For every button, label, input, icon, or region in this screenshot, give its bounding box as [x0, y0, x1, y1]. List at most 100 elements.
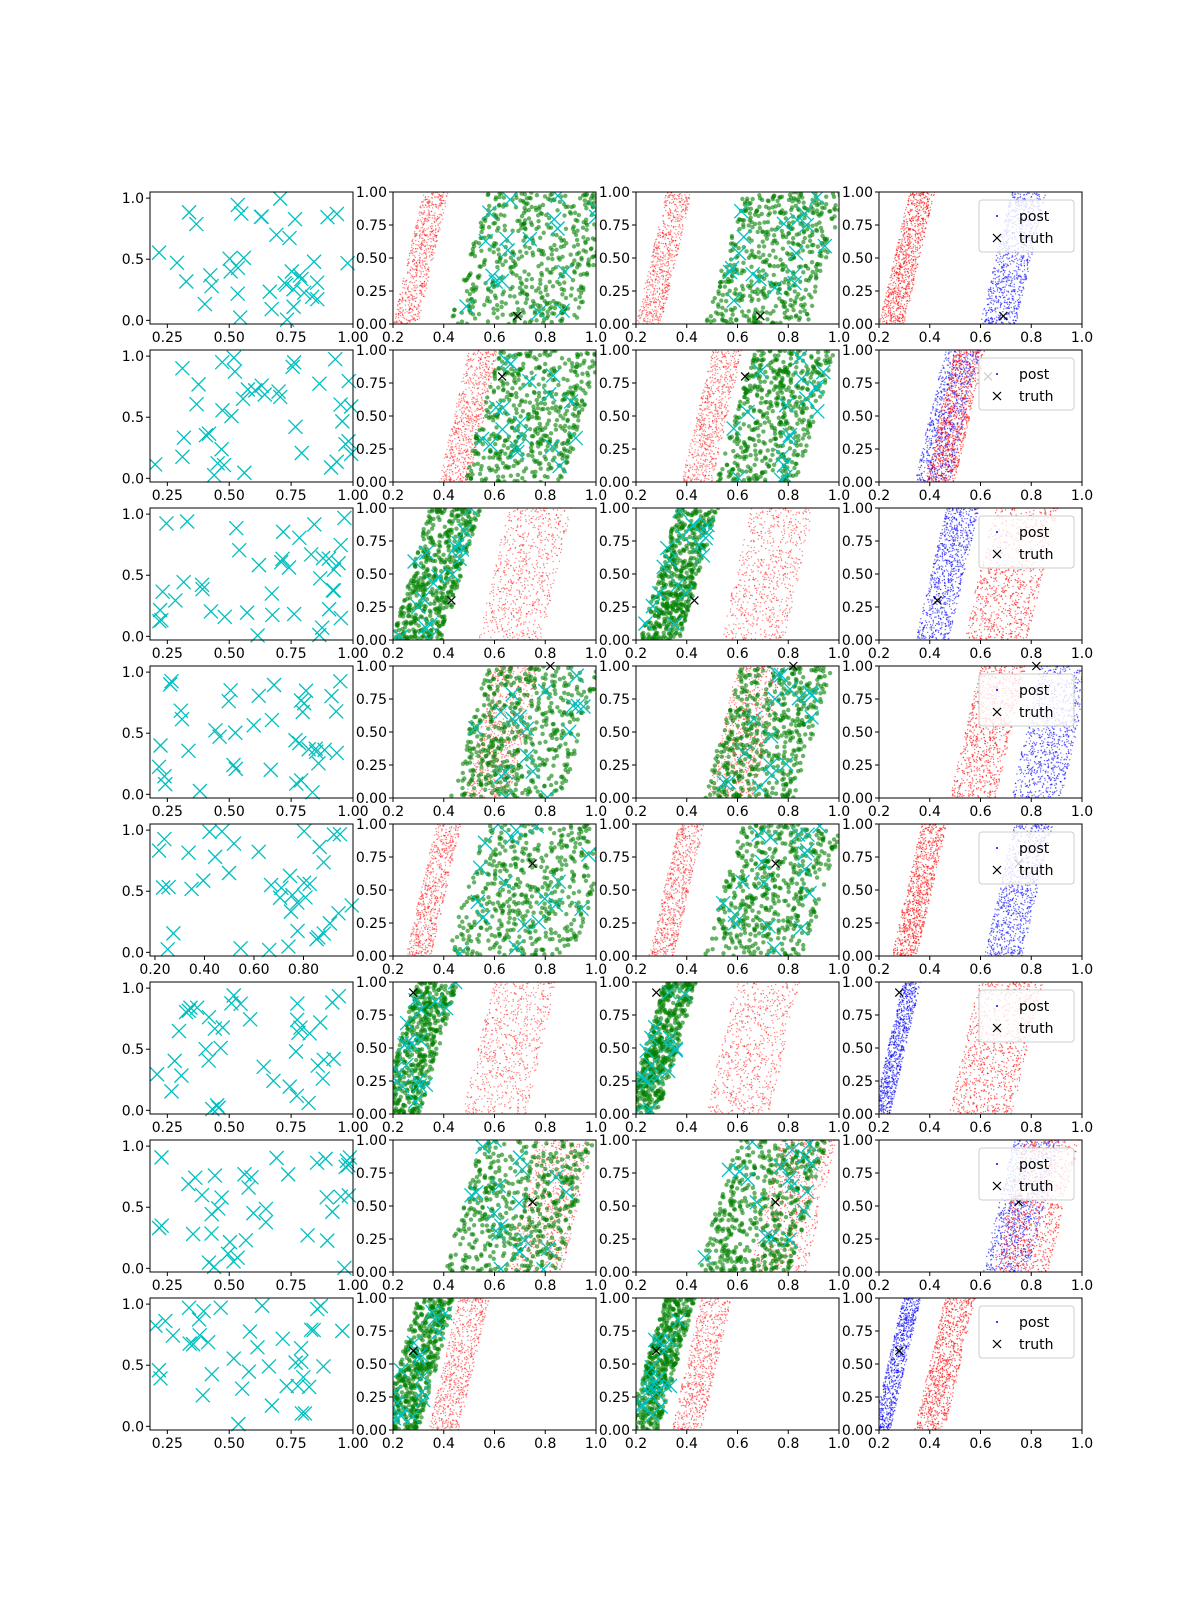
sample-point — [724, 260, 740, 276]
x-tick-label: 0.2 — [625, 330, 647, 346]
post-green-point — [491, 310, 497, 316]
post-red-point — [905, 252, 907, 254]
post-red-point — [908, 295, 911, 297]
post-red-point — [431, 202, 433, 205]
post-red-point — [679, 220, 681, 222]
post-red-point — [406, 322, 409, 324]
post-blue-point — [989, 301, 992, 303]
post-red-point — [412, 248, 414, 250]
post-red-point — [429, 245, 432, 247]
post-red-point — [903, 262, 906, 265]
post-blue-point — [1008, 301, 1011, 304]
post-red — [637, 192, 691, 324]
post-red-point — [434, 228, 437, 230]
post-red-point — [472, 418, 474, 421]
post-red-point — [408, 281, 411, 284]
post-red-point — [397, 304, 399, 306]
post-blue-point — [998, 291, 1001, 294]
post-blue-point — [988, 321, 990, 324]
post-red-point — [471, 413, 473, 416]
post-red-point — [411, 311, 413, 313]
post-blue-point — [1014, 293, 1017, 295]
post-red-point — [467, 355, 469, 357]
sample-point — [555, 303, 571, 319]
post-red-point — [678, 220, 680, 222]
post-red-point — [893, 269, 896, 271]
post-red-point — [897, 284, 900, 286]
post-red-point — [419, 264, 421, 267]
post-green-point — [523, 208, 528, 213]
post-blue-point — [989, 286, 992, 289]
post-red-point — [456, 402, 458, 405]
post-red-point — [481, 421, 484, 424]
post-red-point — [451, 430, 454, 432]
post-green-point — [793, 314, 799, 319]
post-red-point — [642, 300, 644, 303]
post-blue-point — [1019, 193, 1022, 196]
post-red-point — [903, 232, 906, 235]
post-green-point — [561, 287, 567, 293]
post-blue-point — [1001, 302, 1003, 305]
post-red-point — [481, 383, 483, 385]
post-green-point — [822, 236, 827, 242]
post-red-point — [670, 214, 672, 217]
post-red-point — [422, 223, 424, 226]
post-green-point — [778, 257, 783, 262]
post-blue-point — [992, 282, 994, 285]
post-blue-point — [998, 287, 1000, 289]
post-red-point — [661, 295, 664, 298]
post-red-point — [669, 214, 671, 216]
post-red-point — [665, 297, 668, 300]
post-red-point — [415, 287, 417, 289]
post-red-point — [399, 311, 402, 313]
post-red-point — [399, 321, 402, 323]
post-red-point — [927, 216, 929, 218]
post-red — [879, 192, 936, 324]
post-red-point — [442, 464, 445, 466]
post-red-point — [887, 303, 890, 305]
post-red-point — [914, 250, 917, 253]
post-red-point — [897, 316, 899, 318]
post-red-point — [905, 287, 907, 289]
post-green-point — [529, 192, 534, 195]
post-blue-point — [1007, 258, 1009, 260]
post-red-point — [444, 200, 446, 202]
post-red-point — [666, 199, 669, 202]
post-red-point — [471, 435, 473, 437]
post-green-point — [472, 299, 478, 304]
post-red-point — [659, 318, 661, 320]
post-red-point — [906, 244, 909, 246]
post-green-point — [811, 210, 816, 216]
post-green-point — [756, 244, 762, 249]
post-red-point — [658, 248, 661, 250]
post-red-point — [399, 307, 402, 309]
post-red-point — [665, 194, 667, 197]
post-green-point — [810, 207, 815, 212]
post-blue-point — [995, 295, 997, 297]
post-red-point — [667, 211, 669, 214]
post-red-point — [454, 422, 456, 425]
sample-point — [311, 376, 327, 392]
post-green-point — [529, 276, 535, 282]
post-red-point — [419, 280, 421, 283]
post-red-point — [654, 281, 656, 283]
post-red-point — [664, 288, 666, 290]
post-green-point — [551, 298, 556, 304]
post-red-point — [423, 249, 426, 252]
post-red-point — [922, 204, 925, 206]
post-green-point — [519, 213, 525, 219]
post-red-point — [478, 423, 480, 425]
post-red-point — [414, 247, 417, 250]
post-red-point — [403, 277, 405, 280]
post-red-point — [894, 254, 896, 256]
post-green-point — [744, 249, 749, 254]
post-green-point — [552, 305, 558, 311]
post-blue-point — [1008, 307, 1010, 309]
post-red-point — [428, 210, 430, 213]
post-red-point — [903, 292, 905, 295]
post-red-point — [918, 228, 920, 230]
post-red-point — [648, 321, 650, 323]
post-red-point — [887, 309, 890, 312]
post-red-point — [408, 262, 410, 264]
post-green-point — [810, 223, 815, 228]
